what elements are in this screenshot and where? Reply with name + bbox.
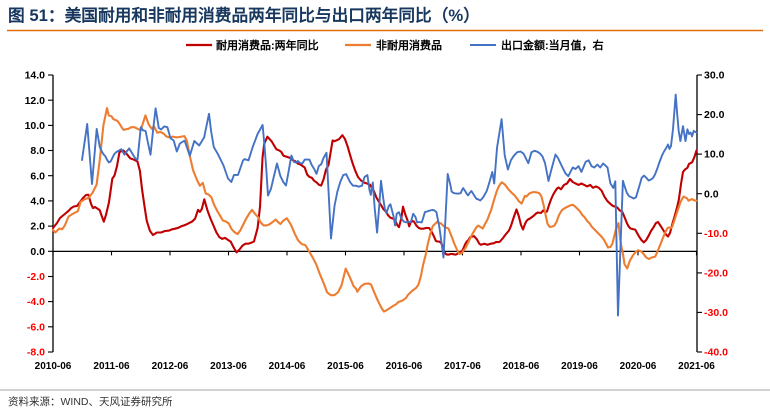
svg-text:2010-06: 2010-06 (35, 361, 72, 372)
svg-text:图 51：美国耐用和非耐用消费品两年同比与出口两年同比（%）: 图 51：美国耐用和非耐用消费品两年同比与出口两年同比（%） (8, 5, 480, 25)
svg-text:0.0: 0.0 (30, 246, 45, 258)
svg-text:2012-06: 2012-06 (152, 361, 189, 372)
svg-text:2015-06: 2015-06 (327, 361, 364, 372)
svg-text:资料来源：WIND、天风证券研究所: 资料来源：WIND、天风证券研究所 (8, 395, 173, 408)
svg-text:-6.0: -6.0 (27, 321, 45, 333)
svg-text:出口金额:当月值，右: 出口金额:当月值，右 (501, 38, 604, 52)
svg-text:耐用消费品:两年同比: 耐用消费品:两年同比 (216, 38, 319, 52)
svg-text:-2.0: -2.0 (27, 271, 45, 283)
svg-text:-10.0: -10.0 (704, 228, 728, 240)
svg-text:2019-06: 2019-06 (561, 361, 598, 372)
svg-text:10.0: 10.0 (704, 149, 725, 161)
svg-text:-4.0: -4.0 (27, 296, 45, 308)
svg-text:30.0: 30.0 (704, 70, 725, 82)
svg-text:2017-06: 2017-06 (444, 361, 481, 372)
svg-text:2011-06: 2011-06 (93, 361, 130, 372)
svg-text:2014-06: 2014-06 (269, 361, 306, 372)
svg-text:20.0: 20.0 (704, 109, 725, 121)
svg-text:6.0: 6.0 (30, 170, 45, 182)
svg-text:12.0: 12.0 (25, 95, 46, 107)
svg-text:2021-06: 2021-06 (678, 361, 715, 372)
svg-text:2.0: 2.0 (30, 221, 45, 233)
svg-text:10.0: 10.0 (25, 120, 46, 132)
svg-text:2016-06: 2016-06 (386, 361, 423, 372)
svg-text:非耐用消费品: 非耐用消费品 (376, 38, 442, 52)
svg-text:14.0: 14.0 (25, 70, 46, 82)
svg-text:-8.0: -8.0 (27, 347, 45, 359)
svg-text:2013-06: 2013-06 (210, 361, 247, 372)
svg-text:-20.0: -20.0 (704, 268, 728, 280)
svg-text:4.0: 4.0 (30, 196, 45, 208)
svg-text:-30.0: -30.0 (704, 307, 728, 319)
svg-text:-40.0: -40.0 (704, 347, 728, 359)
svg-text:2020-06: 2020-06 (620, 361, 657, 372)
svg-text:8.0: 8.0 (30, 145, 45, 157)
svg-text:2018-06: 2018-06 (503, 361, 540, 372)
svg-text:0.0: 0.0 (704, 188, 719, 200)
